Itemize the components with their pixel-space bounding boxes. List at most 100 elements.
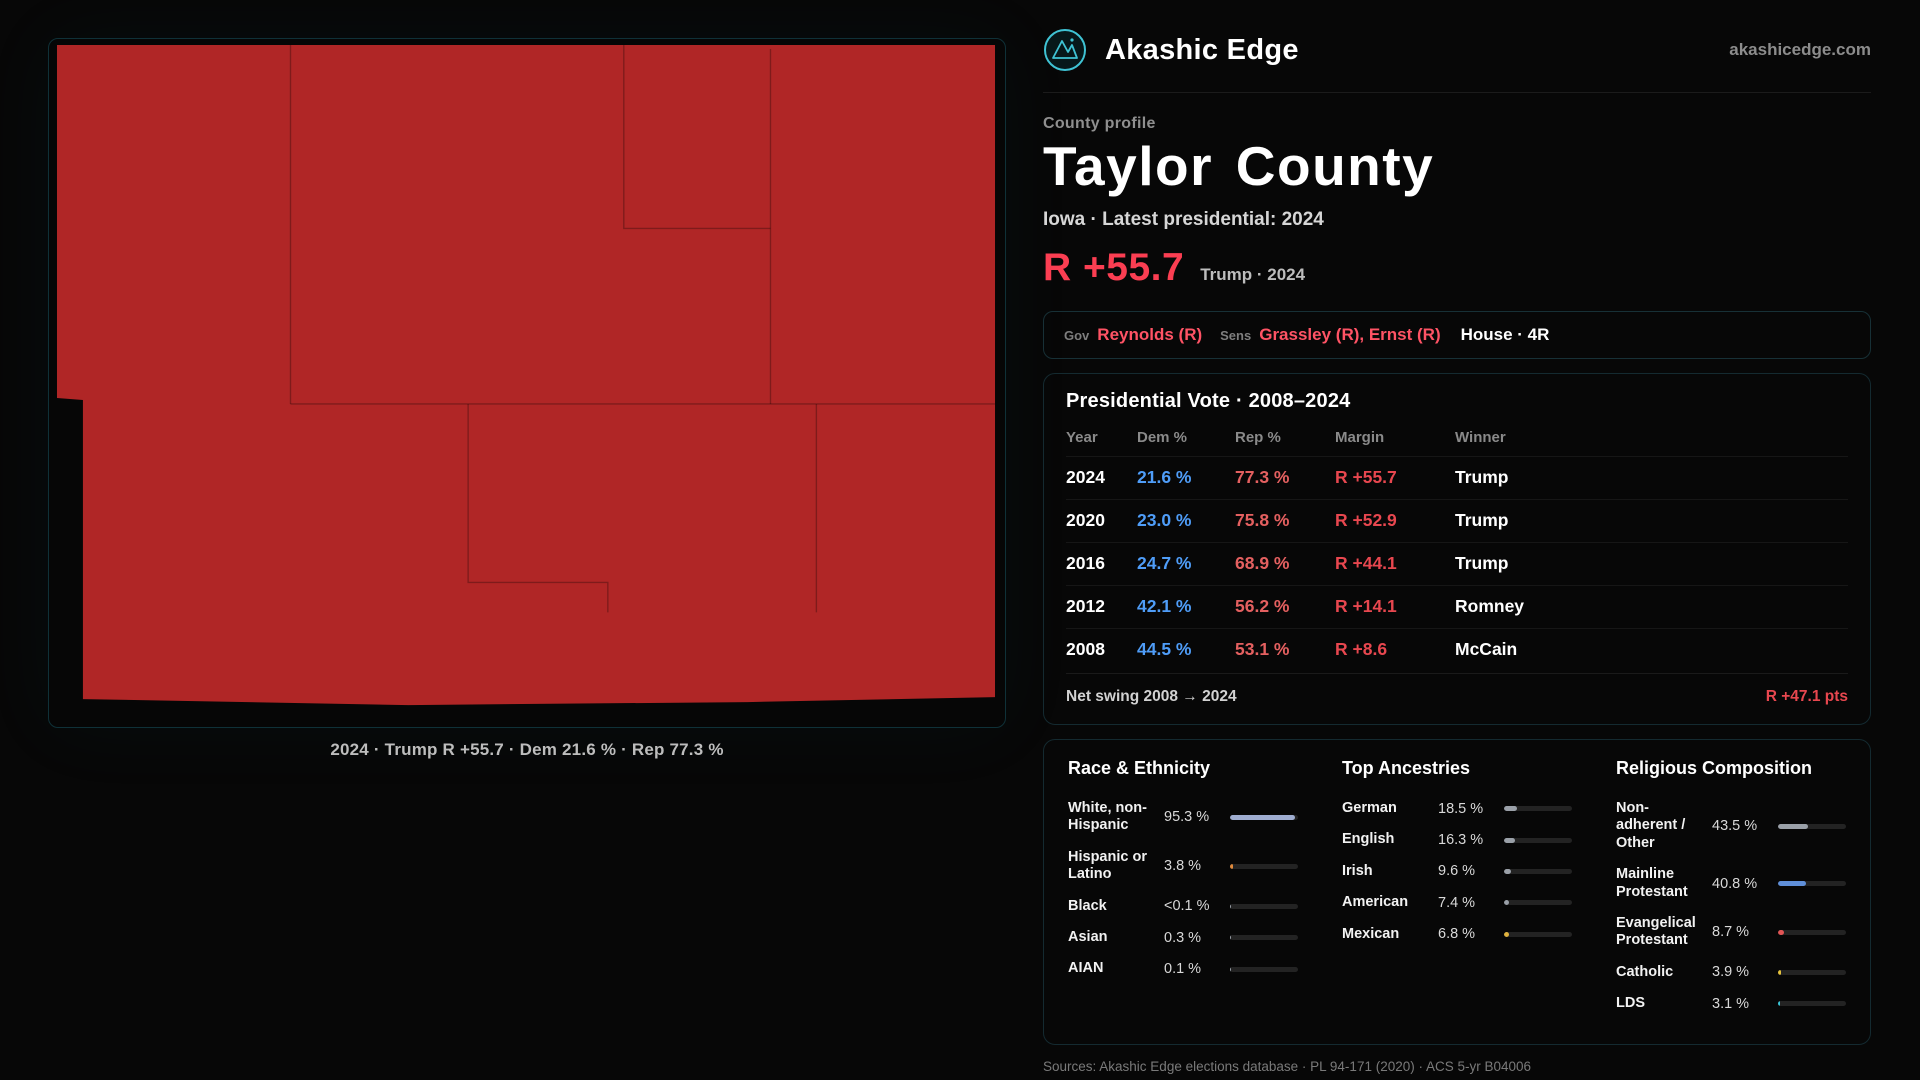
demo-row: Asian 0.3 % [1068, 922, 1298, 953]
race-ethnicity-title: Race & Ethnicity [1068, 758, 1211, 778]
net-swing-value: R +47.1 pts [1765, 688, 1848, 705]
presidential-vote-panel: Presidential Vote · 2008–2024 Year Dem %… [1043, 373, 1871, 725]
demo-row: White, non-Hispanic 95.3 % [1068, 793, 1298, 842]
demo-value: 43.5 % [1712, 818, 1758, 835]
demo-value: 6.8 % [1438, 926, 1476, 943]
presidential-winner-cell: Trump [1455, 499, 1848, 543]
col-winner: Winner [1455, 429, 1506, 446]
demo-bar-track [1778, 929, 1846, 935]
religious-composition-title: Religious Composition [1616, 758, 1812, 778]
demo-row: Mainline Protestant 40.8 % [1616, 859, 1846, 908]
house-value: House · 4R [1460, 325, 1550, 344]
county-shape [56, 44, 996, 706]
county-map-panel [48, 38, 1006, 728]
demo-value: 3.1 % [1712, 995, 1750, 1012]
demo-value: <0.1 % [1164, 898, 1210, 915]
presidential-row: 2020 23.0 % 75.8 % R +52.9 Trump [1066, 499, 1848, 543]
demo-bar-track [1504, 931, 1572, 937]
col-margin: Margin [1335, 429, 1385, 446]
demo-row: Evangelical Protestant 8.7 % [1616, 908, 1846, 957]
demo-value: 16.3 % [1438, 832, 1484, 849]
net-swing-label: Net swing 2008 → 2024 [1066, 688, 1237, 705]
presidential-rep-cell: 68.9 % [1235, 542, 1335, 586]
sources-line1: Sources: Akashic Edge elections database… [1043, 1058, 1532, 1074]
presidential-margin-cell: R +8.6 [1335, 628, 1455, 671]
demo-label: German [1342, 800, 1397, 816]
demo-label: American [1342, 894, 1409, 911]
demo-bar-track [1230, 863, 1298, 869]
brand-name: Akashic Edge [1105, 33, 1299, 66]
demo-label: LDS [1616, 995, 1645, 1012]
presidential-year-cell: 2008 [1066, 628, 1137, 671]
township-lines [289, 44, 996, 613]
demo-bar-fill [1504, 931, 1509, 937]
demo-value: 0.3 % [1164, 929, 1202, 946]
col-year: Year [1066, 429, 1098, 446]
net-swing-row: Net swing 2008 → 2024 R +47.1 pts [1066, 673, 1848, 706]
demo-bar-fill [1504, 868, 1511, 874]
presidential-margin-cell: R +55.7 [1335, 456, 1455, 500]
demo-label: Mainline Protestant [1616, 866, 1688, 900]
margin-context: Trump · 2024 [1200, 265, 1306, 284]
kicker-county-profile: County profile [1043, 115, 1156, 132]
demo-bar-fill [1778, 823, 1808, 829]
site-header: Akashic Edge akashicedge.com [1043, 0, 1871, 93]
sens-label: Sens [1220, 327, 1252, 343]
demo-row: Non-adherent / Other 43.5 % [1616, 793, 1846, 859]
demo-row: Catholic 3.9 % [1616, 957, 1846, 988]
presidential-year-cell: 2020 [1066, 499, 1137, 543]
demo-value: 40.8 % [1712, 875, 1758, 892]
demo-bar-fill [1230, 903, 1231, 909]
state-subtitle: Iowa · Latest presidential: 2024 [1043, 209, 1324, 230]
presidential-year-cell: 2024 [1066, 456, 1137, 500]
officials-bar: Gov Reynolds (R) Sens Grassley (R), Erns… [1043, 311, 1871, 359]
demo-row: Hispanic or Latino 3.8 % [1068, 842, 1298, 891]
headline-margin: R +55.7 Trump · 2024 [1043, 246, 1871, 290]
margin-value: R +55.7 [1043, 246, 1185, 289]
demo-bar-track [1230, 966, 1298, 972]
demo-bar-track [1778, 823, 1846, 829]
demo-bar-fill [1504, 837, 1516, 843]
presidential-dem-cell: 44.5 % [1137, 628, 1235, 671]
presidential-row: 2012 42.1 % 56.2 % R +14.1 Romney [1066, 585, 1848, 629]
presidential-dem-cell: 21.6 % [1137, 456, 1235, 500]
demo-row: English 16.3 % [1342, 824, 1572, 855]
demo-bar-fill [1778, 1001, 1781, 1007]
demo-row: Mexican 6.8 % [1342, 919, 1572, 950]
top-ancestries-rows: German 18.5 % English 16.3 % Irish 9.6 % Ameri… [1342, 793, 1572, 950]
gov-value: Reynolds (R) [1097, 325, 1203, 344]
demo-row: LDS 3.1 % [1616, 988, 1846, 1019]
presidential-row: 2024 21.6 % 77.3 % R +55.7 Trump [1066, 456, 1848, 500]
demo-bar-track [1504, 900, 1572, 906]
demo-label: Mexican [1342, 925, 1400, 942]
presidential-row: 2008 44.5 % 53.1 % R +8.6 McCain [1066, 628, 1848, 671]
demo-bar-fill [1504, 900, 1510, 906]
presidential-header-row: Year Dem % Rep % Margin Winner [1066, 423, 1848, 457]
demo-value: 3.9 % [1712, 964, 1750, 981]
demo-label: Hispanic or Latino [1068, 848, 1147, 883]
presidential-year-cell: 2012 [1066, 585, 1137, 629]
presidential-winner-cell: McCain [1455, 628, 1848, 671]
presidential-dem-cell: 23.0 % [1137, 499, 1235, 543]
demo-bar-track [1504, 806, 1572, 812]
presidential-margin-cell: R +14.1 [1335, 585, 1455, 629]
demo-value: 18.5 % [1438, 800, 1484, 817]
demo-value: 8.7 % [1712, 924, 1750, 941]
demo-bar-track [1230, 903, 1298, 909]
demo-row: German 18.5 % [1342, 793, 1572, 824]
akashic-edge-logo-icon [1044, 29, 1086, 71]
gov-label: Gov [1064, 327, 1090, 343]
presidential-row: 2016 24.7 % 68.9 % R +44.1 Trump [1066, 542, 1848, 586]
presidential-winner-cell: Trump [1455, 542, 1848, 586]
sens-value: Grassley (R), Ernst (R) [1259, 325, 1441, 344]
sources-note: Sources: Akashic Edge elections database… [1043, 1057, 1871, 1080]
demo-label: Asian [1068, 928, 1108, 945]
demo-value: 7.4 % [1438, 894, 1476, 911]
demo-value: 9.6 % [1438, 863, 1476, 880]
presidential-rep-cell: 53.1 % [1235, 628, 1335, 671]
demo-bar-fill [1778, 929, 1784, 935]
profile-column: Akashic Edge akashicedge.com County prof… [1043, 0, 1871, 1080]
top-ancestries-title: Top Ancestries [1342, 758, 1471, 778]
presidential-margin-cell: R +44.1 [1335, 542, 1455, 586]
demo-bar-track [1230, 935, 1298, 941]
